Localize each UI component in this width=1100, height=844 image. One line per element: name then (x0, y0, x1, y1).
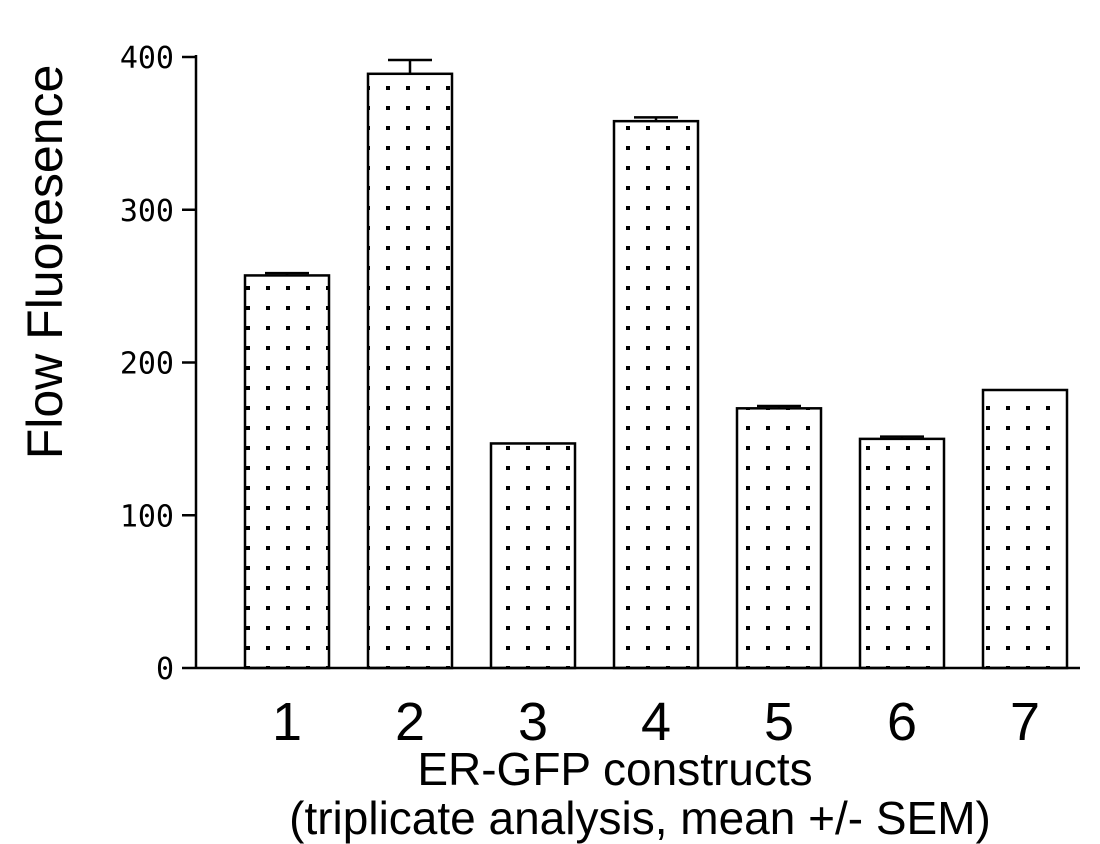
category-label-1: 1 (272, 692, 302, 752)
bar-1 (243, 274, 331, 670)
category-label-3: 3 (518, 692, 548, 752)
category-label-7: 7 (1010, 692, 1040, 752)
y-tick-label-100: 100 (120, 499, 174, 534)
bar-6 (858, 437, 946, 670)
x-axis-title: ER-GFP constructs (417, 743, 812, 795)
plot-area: 0 100 200 300 400 1 2 3 4 5 6 7 (120, 41, 1080, 752)
y-tick-label-400: 400 (120, 41, 174, 76)
y-axis-title: Flow Fluoresence (17, 65, 73, 460)
y-tick-label-300: 300 (120, 194, 174, 229)
category-label-6: 6 (887, 692, 917, 752)
category-label-4: 4 (641, 692, 671, 752)
bar-2 (366, 72, 454, 670)
y-tick-label-200: 200 (120, 347, 174, 382)
bar-5 (735, 407, 823, 670)
bar-4 (612, 119, 700, 670)
bar-3 (489, 442, 577, 670)
y-tick-label-0: 0 (156, 652, 174, 687)
category-label-2: 2 (395, 692, 425, 752)
x-axis-subtitle: (triplicate analysis, mean +/- SEM) (289, 792, 991, 844)
category-label-5: 5 (764, 692, 794, 752)
bar-7 (981, 388, 1069, 670)
